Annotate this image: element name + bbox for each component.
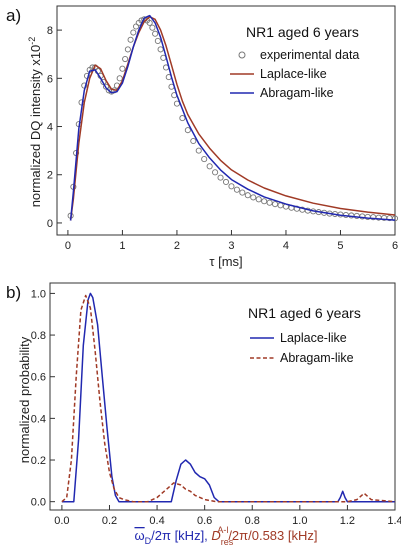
x-label-omega: ω [134, 528, 144, 543]
data-point-experimental-data [217, 174, 224, 181]
data-point-experimental-data [154, 37, 161, 45]
x-label-omega-sub: D [145, 536, 152, 546]
data-point-experimental-data [272, 201, 279, 208]
data-point-experimental-data [195, 147, 202, 154]
x-axis-label-b: ωD/2π [kHz], DresA-l/2π/0.583 [kHz] [134, 525, 317, 547]
y-tick-label: 2 [47, 170, 53, 182]
series-line-laplace-like [61, 292, 395, 503]
data-point-experimental-data [250, 194, 257, 201]
y-tick-label: 0 [47, 218, 53, 230]
panel-label-a: a) [6, 6, 21, 25]
plot-frame-a [56, 5, 396, 236]
data-point-experimental-data [255, 196, 262, 203]
data-point-experimental-data [184, 127, 191, 134]
data-point-experimental-data [206, 163, 213, 170]
data-point-experimental-data [132, 23, 140, 30]
x-label-dres-sup: A-l [217, 525, 228, 535]
data-point-experimental-data [124, 46, 131, 53]
panel-b: b) NR1 aged 6 years normalized probabili… [6, 282, 401, 547]
x-tick-label: 0.2 [102, 515, 117, 527]
data-point-experimental-data [239, 189, 246, 196]
y-tick-label: 6 [47, 73, 53, 85]
x-label-dres-sub: res [221, 537, 234, 547]
series-line-abragam-like [61, 294, 396, 503]
legend-a: experimental data Laplace-like Abragam-lik… [230, 48, 359, 100]
data-point-experimental-data [116, 75, 123, 82]
y-axis-label-a-main: normalized DQ intensity x10 [28, 45, 43, 208]
y-tick-label: 0.0 [31, 497, 46, 509]
data-point-experimental-data [130, 29, 137, 36]
legend-label-experimental-data: experimental data [260, 48, 359, 62]
chart-title-b: NR1 aged 6 years [248, 305, 361, 321]
x-tick-label: 1.0 [292, 515, 307, 527]
x-axis-label-a: τ [ms] [209, 254, 242, 269]
legend-marker-experimental-data [238, 51, 246, 59]
legend-b: Laplace-like Abragam-like [250, 331, 354, 365]
data-point-experimental-data [157, 46, 164, 53]
series-line-laplace-like [69, 16, 396, 221]
legend-label-abragam-like: Abragam-like [280, 351, 354, 365]
series-line-abragam-like [69, 14, 396, 221]
y-tick-label: 8 [47, 25, 53, 37]
panel-label-b: b) [6, 283, 21, 302]
legend-label-laplace-like: Laplace-like [260, 67, 327, 81]
data-point-experimental-data [266, 199, 273, 206]
data-point-experimental-data [228, 183, 235, 190]
legend-label-abragam-like: Abragam-like [260, 86, 334, 100]
x-tick-label: 1.4 [387, 515, 401, 527]
y-tick-label: 0.8 [31, 330, 46, 342]
y-axis-label-a-exponent: -2 [27, 37, 37, 45]
x-tick-label: 0.6 [197, 515, 212, 527]
x-label-dres-rest: /2π/0.583 [kHz] [228, 528, 317, 543]
data-point-experimental-data [152, 30, 159, 37]
y-tick-label: 0.6 [31, 372, 46, 384]
x-label-dres: D [211, 528, 220, 543]
data-point-experimental-data [190, 137, 197, 145]
x-tick-label: 1 [119, 240, 125, 252]
x-tick-label: 3 [228, 240, 234, 252]
data-point-experimental-data [233, 186, 240, 193]
plot-frame-b [49, 282, 396, 511]
x-tick-label: 0 [65, 240, 71, 252]
y-tick-label: 0.4 [31, 413, 46, 425]
y-tick-label: 0.2 [31, 455, 46, 467]
data-point-experimental-data [201, 156, 208, 163]
data-point-experimental-data [122, 55, 129, 63]
panel-a: a) NR1 aged 6 years normalized DQ intens… [6, 5, 399, 269]
data-point-experimental-data [244, 192, 251, 199]
x-tick-label: 0.4 [149, 515, 164, 527]
x-tick-label: 1.2 [340, 515, 355, 527]
data-point-experimental-data [146, 19, 153, 26]
y-axis-label-a: normalized DQ intensity x10-2 [27, 37, 43, 208]
data-point-experimental-data [119, 65, 126, 72]
x-tick-label: 0.0 [54, 515, 69, 527]
x-tick-label: 0.8 [245, 515, 260, 527]
data-point-experimental-data [179, 115, 186, 122]
x-tick-label: 6 [392, 240, 398, 252]
chart-title-a: NR1 aged 6 years [246, 24, 359, 40]
x-tick-label: 2 [174, 240, 180, 252]
data-point-experimental-data [222, 178, 230, 186]
data-point-experimental-data [391, 215, 399, 222]
data-point-experimental-data [127, 36, 134, 43]
data-point-experimental-data [261, 198, 268, 205]
x-tick-label: 5 [337, 240, 343, 252]
x-label-omega-rest: /2π [kHz], [151, 528, 211, 543]
y-axis-label-b: normalized probability [17, 336, 32, 463]
y-tick-label: 4 [47, 122, 53, 134]
y-tick-label: 1.0 [31, 288, 46, 300]
x-tick-label: 4 [283, 240, 289, 252]
legend-label-laplace-like: Laplace-like [280, 331, 347, 345]
data-point-experimental-data [212, 169, 219, 176]
data-point-experimental-data [149, 24, 156, 31]
